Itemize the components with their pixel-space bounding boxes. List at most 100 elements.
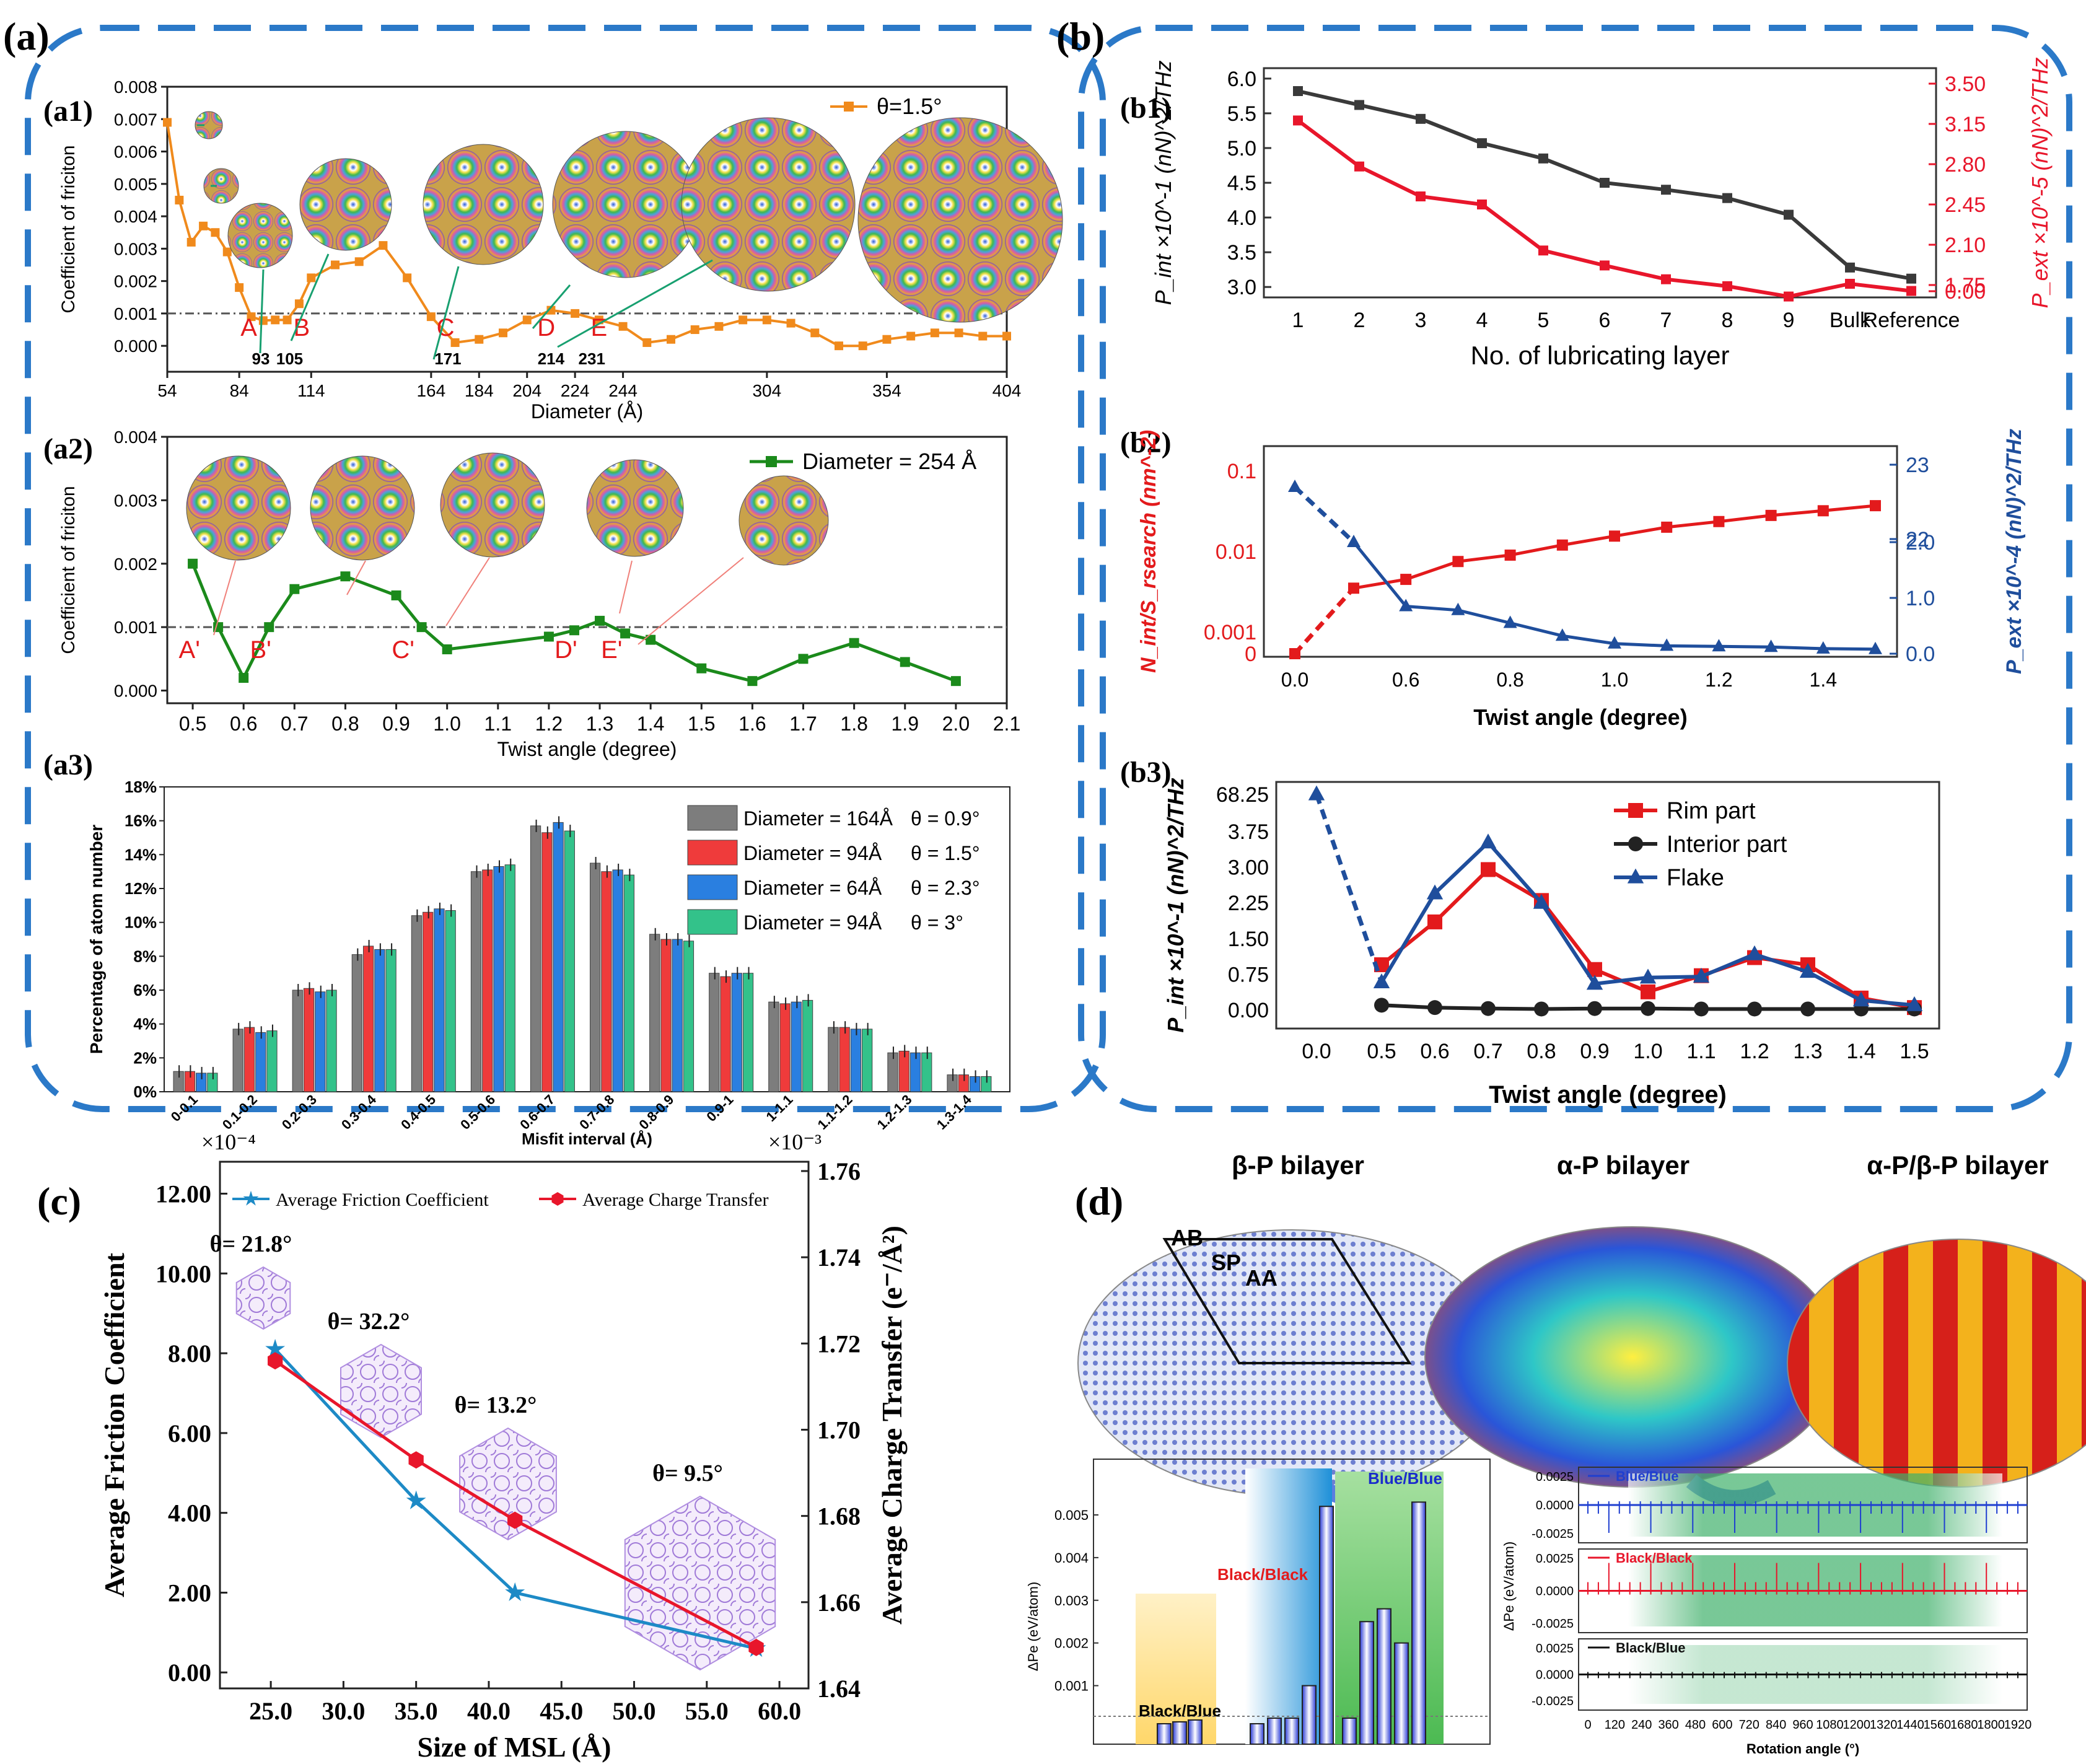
data-point [1347, 535, 1361, 547]
legend-label: θ=1.5° [877, 94, 942, 119]
x-tick-label: 164 [416, 381, 445, 400]
bar [1342, 1718, 1357, 1745]
x-tick-label: 1.1 [1686, 1040, 1716, 1063]
data-point [294, 299, 304, 309]
y-tick-label: 0.0000 [1536, 1499, 1574, 1512]
bar [909, 1052, 921, 1092]
x-tick-label: Bulk [1830, 309, 1871, 332]
data-point [1538, 153, 1548, 164]
panel-label-a: (a) [3, 14, 50, 58]
data-point [283, 315, 292, 325]
data-point [1661, 521, 1673, 533]
bar [445, 910, 456, 1092]
legend-label: Interior part [1667, 832, 1787, 858]
x-tick-label: 600 [1712, 1718, 1732, 1732]
data-point [505, 1582, 525, 1601]
x-tick-label: 40.0 [467, 1697, 511, 1725]
x-tick-label: 1 [1292, 309, 1304, 332]
bar [1302, 1685, 1317, 1745]
y-tick-label: 0.004 [1054, 1550, 1089, 1566]
data-point [646, 634, 656, 645]
y-tick-label: 0.003 [1054, 1593, 1089, 1608]
x-tick-label: 0.8 [1527, 1040, 1556, 1063]
data-point [442, 644, 452, 654]
x-axis-label: Size of MSL (Å) [417, 1731, 611, 1763]
bar [326, 990, 337, 1092]
data-point [954, 328, 963, 338]
x-tick-label: 1.7 [789, 713, 817, 735]
data-point [882, 335, 892, 344]
x-tick-label: 0.6 [1392, 669, 1419, 691]
data-point [289, 584, 300, 594]
series-line-dashed [1293, 485, 1356, 544]
bar [828, 1027, 839, 1092]
x-tick-label: 0.5 [179, 713, 206, 735]
legend-swatch [687, 909, 738, 935]
data-point [1608, 636, 1621, 649]
plot-frame [1275, 781, 1940, 1030]
group-label-black-black: Black/Black [1217, 1565, 1308, 1584]
x-tick-label: 3 [1415, 309, 1427, 332]
x-tick-label: 1.9 [892, 713, 919, 735]
data-point [1845, 279, 1855, 289]
bar [649, 934, 660, 1092]
data-point [571, 309, 580, 318]
alpha-beta-bilayer-image [1787, 1239, 2086, 1488]
y-tick-label: 0.01 [1216, 540, 1256, 564]
y-tick-label: 0.001 [114, 618, 157, 637]
x-tick-label: 960 [1792, 1718, 1813, 1732]
panel-d: β-P bilayer α-P bilayer α-P/β-P bilayer AB S… [1025, 1151, 2086, 1757]
x-tick-label: 1.3 [1793, 1040, 1822, 1063]
x-tick-label: 0.7 [1473, 1040, 1502, 1063]
legend-theta: θ = 1.5° [911, 842, 980, 864]
data-point [1416, 113, 1426, 124]
y-right-tick-label: 1.66 [817, 1589, 861, 1617]
data-point [264, 622, 274, 633]
data-point [1503, 615, 1517, 628]
bar [553, 822, 564, 1092]
bar [196, 1073, 207, 1092]
y-right-tick-label: 1.76 [817, 1157, 861, 1185]
bar [601, 871, 612, 1092]
moire-inset [227, 203, 293, 268]
legend-marker [1627, 868, 1644, 884]
legend-label: Flake [1667, 865, 1724, 891]
data-point [1399, 599, 1413, 612]
data-point [406, 1490, 426, 1509]
panel-label-a3: (a3) [43, 748, 93, 781]
alpha-p-bilayer-image [1424, 1226, 1841, 1488]
data-point [1556, 539, 1568, 551]
bar [423, 911, 434, 1092]
data-point [416, 622, 427, 633]
x-tick-label: 114 [297, 381, 325, 400]
x-tick-label: 5 [1538, 309, 1549, 332]
data-point [714, 322, 724, 331]
data-point [1906, 273, 1916, 284]
bar [482, 869, 493, 1092]
data-point [1534, 1001, 1549, 1017]
data-point [307, 273, 316, 283]
data-point [1906, 996, 1923, 1011]
data-point [1600, 178, 1610, 188]
multiplier-left: ×10⁻⁴ [201, 1130, 256, 1154]
bar [315, 991, 326, 1092]
data-point [235, 283, 244, 292]
bar [850, 1029, 862, 1092]
bar [1157, 1723, 1172, 1745]
data-point [1374, 998, 1389, 1013]
moire-inset [423, 144, 544, 265]
y-tick-label: 0.0025 [1536, 1642, 1574, 1656]
inset-arrow [432, 266, 460, 360]
bar [791, 1001, 802, 1092]
x-tick-label: 184 [465, 381, 494, 400]
data-point [930, 328, 939, 338]
stacking-label: AB [1171, 1225, 1203, 1250]
x-tick-label: 60.0 [758, 1697, 801, 1725]
annotation-label: A' [179, 636, 200, 664]
data-point [1555, 628, 1569, 641]
y-axis-label: Average Friction Coefficient [99, 1252, 130, 1597]
x-tick-label: 54 [157, 381, 177, 400]
data-point [900, 657, 910, 667]
x-tick-label: 244 [608, 381, 638, 400]
data-point [1600, 260, 1610, 271]
